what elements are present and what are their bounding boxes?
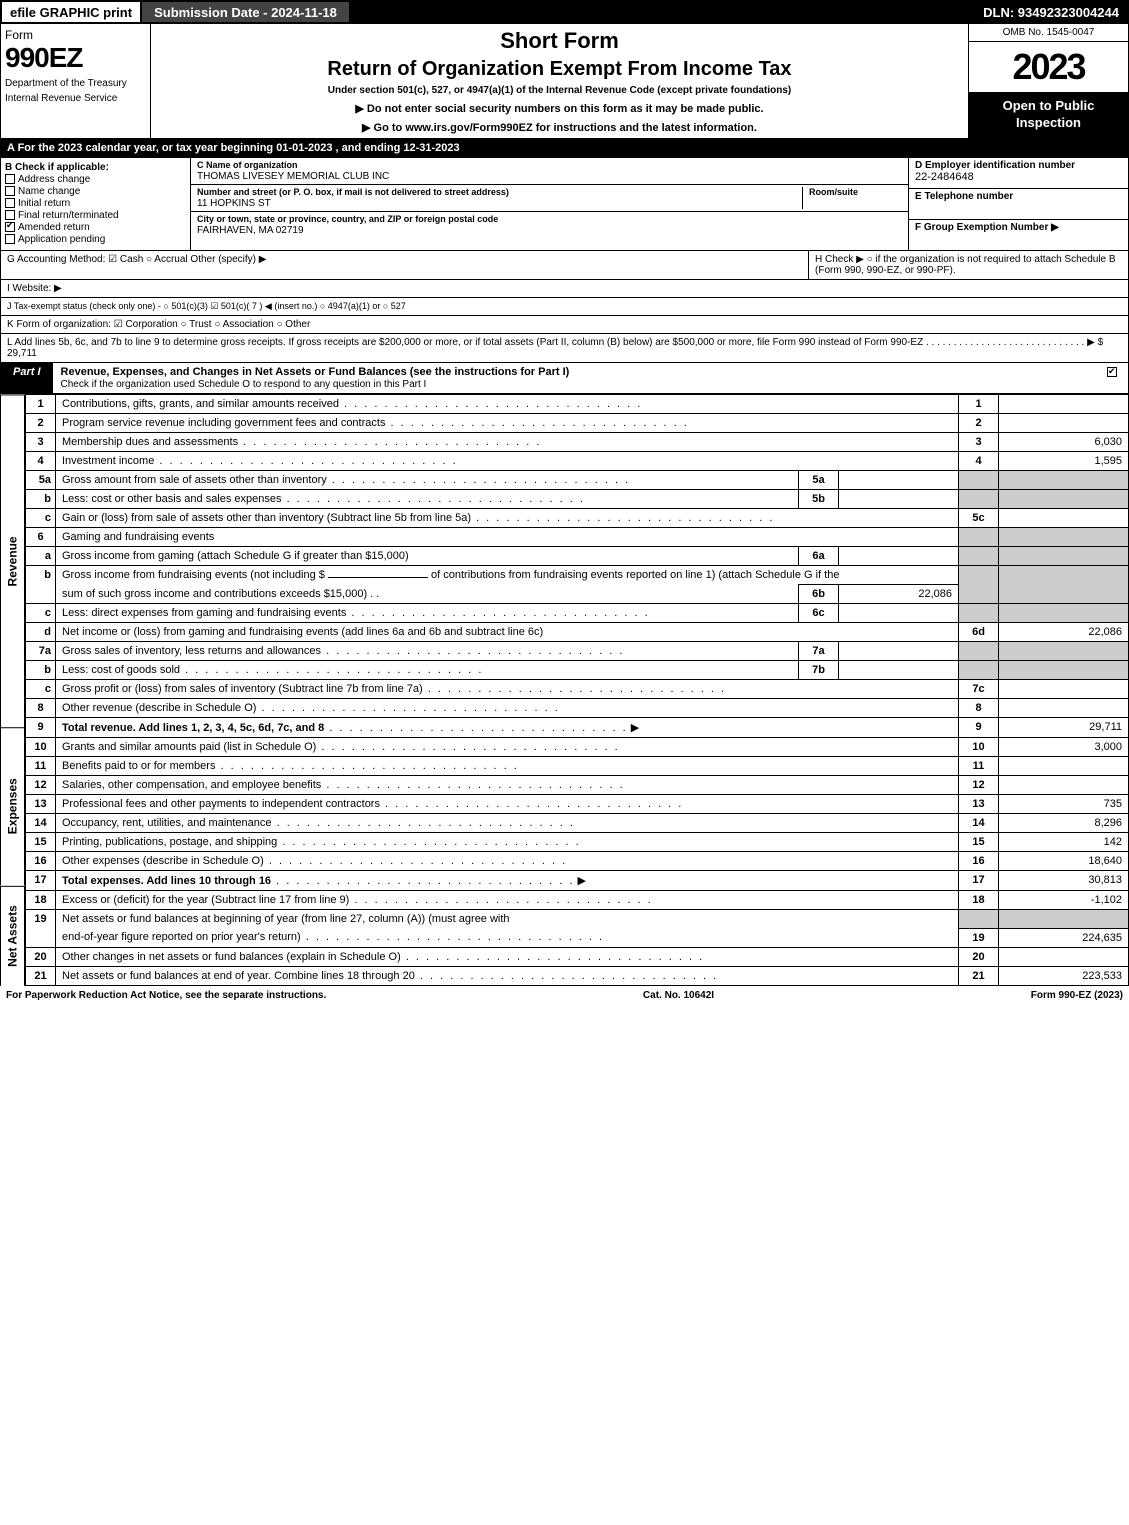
line-6b: bGross income from fundraising events (n… <box>26 566 1129 585</box>
side-revenue: Revenue <box>0 394 25 727</box>
chk-application-pending[interactable]: Application pending <box>5 234 186 245</box>
dept-treasury: Department of the Treasury <box>5 78 146 89</box>
efile-label: efile GRAPHIC print <box>2 2 142 22</box>
line-10: 10Grants and similar amounts paid (list … <box>26 738 1129 757</box>
row-k: K Form of organization: ☑ Corporation ○ … <box>0 316 1129 334</box>
row-h: H Check ▶ ○ if the organization is not r… <box>808 251 1128 279</box>
section-def: D Employer identification number 22-2484… <box>908 158 1128 250</box>
part-1-subtitle: Check if the organization used Schedule … <box>61 379 427 390</box>
row-i: I Website: ▶ <box>0 280 1129 298</box>
line-4: 4Investment income41,595 <box>26 452 1129 471</box>
chk-amended-return[interactable]: Amended return <box>5 222 186 233</box>
line-5a: 5aGross amount from sale of assets other… <box>26 471 1129 490</box>
org-name: THOMAS LIVESEY MEMORIAL CLUB INC <box>197 171 902 182</box>
line-6: 6Gaming and fundraising events <box>26 528 1129 547</box>
open-inspection: Open to Public Inspection <box>969 92 1128 138</box>
line-16: 16Other expenses (describe in Schedule O… <box>26 852 1129 871</box>
city-label: City or town, state or province, country… <box>197 214 498 224</box>
line-7c: cGross profit or (loss) from sales of in… <box>26 680 1129 699</box>
line-18: 18Excess or (deficit) for the year (Subt… <box>26 891 1129 910</box>
footer-mid: Cat. No. 10642I <box>643 990 714 1001</box>
line-14: 14Occupancy, rent, utilities, and mainte… <box>26 814 1129 833</box>
ein-label: D Employer identification number <box>915 160 1122 171</box>
header-center: Short Form Return of Organization Exempt… <box>151 24 968 138</box>
part-1-title: Revenue, Expenses, and Changes in Net As… <box>61 366 570 378</box>
line-2: 2Program service revenue including gover… <box>26 414 1129 433</box>
part-1-checkbox[interactable] <box>1099 363 1128 393</box>
footer: For Paperwork Reduction Act Notice, see … <box>0 986 1129 1005</box>
footer-left: For Paperwork Reduction Act Notice, see … <box>6 990 326 1001</box>
omb-number: OMB No. 1545-0047 <box>969 24 1128 42</box>
line-9: 9Total revenue. Add lines 1, 2, 3, 4, 5c… <box>26 718 1129 738</box>
line-20: 20Other changes in net assets or fund ba… <box>26 947 1129 966</box>
line-21: 21Net assets or fund balances at end of … <box>26 966 1129 985</box>
ein-value: 22-2484648 <box>915 171 1122 183</box>
dept-irs: Internal Revenue Service <box>5 93 146 104</box>
short-form-title: Short Form <box>155 28 964 54</box>
section-b-label: B Check if applicable: <box>5 162 186 173</box>
side-net-assets: Net Assets <box>0 886 25 986</box>
line-15: 15Printing, publications, postage, and s… <box>26 833 1129 852</box>
street: 11 HOPKINS ST <box>197 198 802 209</box>
form-label: Form <box>5 28 146 42</box>
line-6d: dNet income or (loss) from gaming and fu… <box>26 623 1129 642</box>
org-name-label: C Name of organization <box>197 160 902 170</box>
chk-name-change[interactable]: Name change <box>5 186 186 197</box>
instruction-1: ▶ Do not enter social security numbers o… <box>155 102 964 115</box>
instruction-2: ▶ Go to www.irs.gov/Form990EZ for instru… <box>155 121 964 134</box>
row-g: G Accounting Method: ☑ Cash ○ Accrual Ot… <box>1 251 808 279</box>
tel-label: E Telephone number <box>915 191 1122 202</box>
header: Form 990EZ Department of the Treasury In… <box>0 24 1129 139</box>
subtitle: Under section 501(c), 527, or 4947(a)(1)… <box>155 85 964 96</box>
main-title: Return of Organization Exempt From Incom… <box>155 58 964 81</box>
line-7a: 7aGross sales of inventory, less returns… <box>26 642 1129 661</box>
top-bar: efile GRAPHIC print Submission Date - 20… <box>0 0 1129 24</box>
lines-table: 1Contributions, gifts, grants, and simil… <box>25 394 1129 986</box>
grp-label: F Group Exemption Number ▶ <box>915 222 1122 233</box>
line-1: 1Contributions, gifts, grants, and simil… <box>26 395 1129 414</box>
row-l: L Add lines 5b, 6c, and 7b to line 9 to … <box>0 334 1129 363</box>
header-left: Form 990EZ Department of the Treasury In… <box>1 24 151 138</box>
street-label: Number and street (or P. O. box, if mail… <box>197 187 802 197</box>
section-b: B Check if applicable: Address change Na… <box>1 158 191 250</box>
line-11: 11Benefits paid to or for members11 <box>26 757 1129 776</box>
part-1-tab: Part I <box>1 363 53 393</box>
line-5c: cGain or (loss) from sale of assets othe… <box>26 509 1129 528</box>
part-1-header: Part I Revenue, Expenses, and Changes in… <box>0 363 1129 394</box>
line-8: 8Other revenue (describe in Schedule O)8 <box>26 699 1129 718</box>
chk-final-return[interactable]: Final return/terminated <box>5 210 186 221</box>
line-12: 12Salaries, other compensation, and empl… <box>26 776 1129 795</box>
line-19: 19Net assets or fund balances at beginni… <box>26 910 1129 929</box>
section-bcdef: B Check if applicable: Address change Na… <box>0 158 1129 251</box>
line-3: 3Membership dues and assessments36,030 <box>26 433 1129 452</box>
tax-year: 2023 <box>969 42 1128 92</box>
line-17: 17Total expenses. Add lines 10 through 1… <box>26 871 1129 891</box>
submission-date: Submission Date - 2024-11-18 <box>142 2 351 22</box>
chk-initial-return[interactable]: Initial return <box>5 198 186 209</box>
header-right: OMB No. 1545-0047 2023 Open to Public In… <box>968 24 1128 138</box>
room-label: Room/suite <box>809 187 902 197</box>
line-13: 13Professional fees and other payments t… <box>26 795 1129 814</box>
line-6a: aGross income from gaming (attach Schedu… <box>26 547 1129 566</box>
line-6c: cLess: direct expenses from gaming and f… <box>26 604 1129 623</box>
row-j: J Tax-exempt status (check only one) - ○… <box>0 298 1129 316</box>
footer-right: Form 990-EZ (2023) <box>1031 990 1123 1001</box>
form-number: 990EZ <box>5 42 146 74</box>
city: FAIRHAVEN, MA 02719 <box>197 225 498 236</box>
line-5b: bLess: cost or other basis and sales exp… <box>26 490 1129 509</box>
dln: DLN: 93492323004244 <box>975 2 1127 22</box>
section-c: C Name of organization THOMAS LIVESEY ME… <box>191 158 908 250</box>
row-a-tax-year: A For the 2023 calendar year, or tax yea… <box>0 139 1129 158</box>
side-expenses: Expenses <box>0 727 25 885</box>
line-7b: bLess: cost of goods sold7b <box>26 661 1129 680</box>
chk-address-change[interactable]: Address change <box>5 174 186 185</box>
